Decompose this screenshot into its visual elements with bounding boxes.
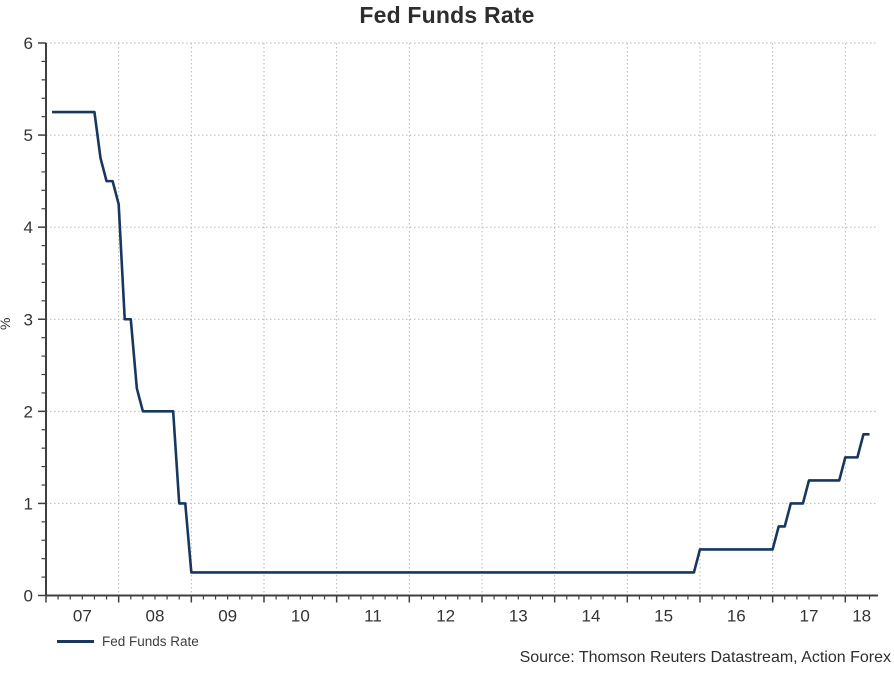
svg-text:6: 6 [24,34,33,53]
svg-text:09: 09 [218,607,237,626]
fed-funds-rate-line [52,110,870,574]
source-note: Source: Thomson Reuters Datastream, Acti… [519,649,891,666]
series-fed-funds-rate [52,110,870,574]
svg-text:0: 0 [24,587,33,606]
svg-text:17: 17 [800,607,819,626]
chart-title: Fed Funds Rate [359,2,535,28]
svg-text:18: 18 [852,607,871,626]
axis-ticks [38,42,871,603]
svg-text:16: 16 [727,607,746,626]
gridlines [46,42,878,596]
svg-text:2: 2 [24,402,33,421]
svg-text:5: 5 [24,126,33,145]
svg-text:13: 13 [509,607,528,626]
svg-text:11: 11 [364,607,382,626]
legend-label: Fed Funds Rate [102,633,199,649]
svg-text:1: 1 [24,494,33,513]
svg-text:4: 4 [24,218,33,237]
svg-text:14: 14 [582,607,601,626]
legend: Fed Funds Rate [57,632,199,650]
svg-text:12: 12 [436,607,455,626]
svg-text:15: 15 [654,607,673,626]
legend-line-swatch [57,639,94,643]
svg-text:10: 10 [291,607,310,626]
svg-text:08: 08 [146,607,165,626]
svg-text:07: 07 [73,607,92,626]
svg-text:3: 3 [24,310,33,329]
